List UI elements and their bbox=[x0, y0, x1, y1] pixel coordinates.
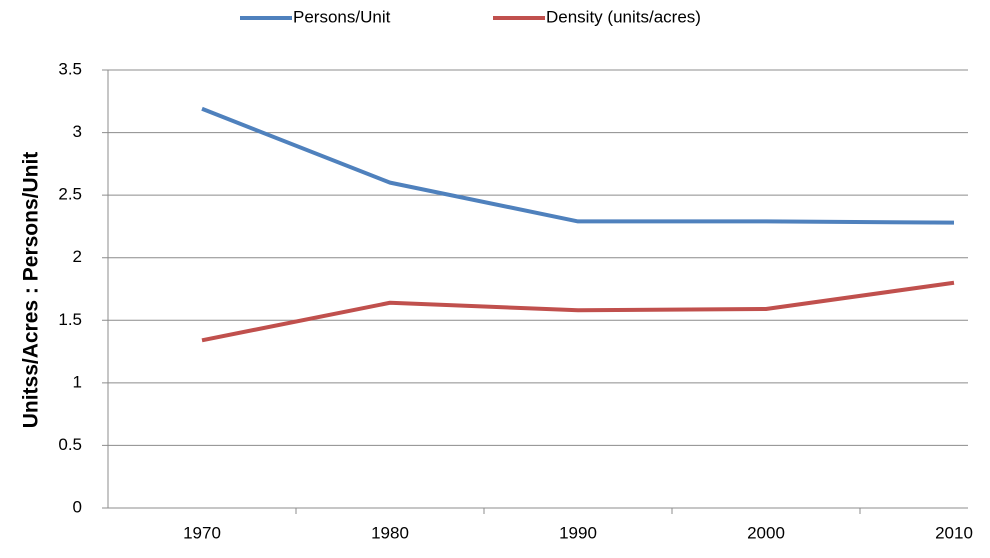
series-line bbox=[201, 106, 955, 225]
x-tick-label: 1990 bbox=[559, 523, 597, 542]
x-tick-label: 1980 bbox=[371, 523, 409, 542]
legend-label: Persons/Unit bbox=[293, 7, 391, 26]
y-tick-label: 3.5 bbox=[58, 59, 82, 78]
x-tick-label: 1970 bbox=[183, 523, 221, 542]
y-axis-label: Unitss/Acres : Persons/Unit bbox=[20, 152, 43, 429]
y-tick-label: 0.5 bbox=[58, 435, 82, 454]
series-line bbox=[201, 280, 955, 343]
y-tick-label: 2.5 bbox=[58, 185, 82, 204]
y-tick-label: 1 bbox=[73, 372, 82, 391]
y-tick-label: 3 bbox=[73, 122, 82, 141]
y-tick-label: 1.5 bbox=[58, 310, 82, 329]
x-tick-label: 2000 bbox=[747, 523, 785, 542]
y-tick-label: 2 bbox=[73, 247, 82, 266]
legend-label: Density (units/acres) bbox=[546, 7, 701, 26]
y-tick-label: 0 bbox=[73, 497, 82, 516]
x-tick-label: 2010 bbox=[935, 523, 973, 542]
